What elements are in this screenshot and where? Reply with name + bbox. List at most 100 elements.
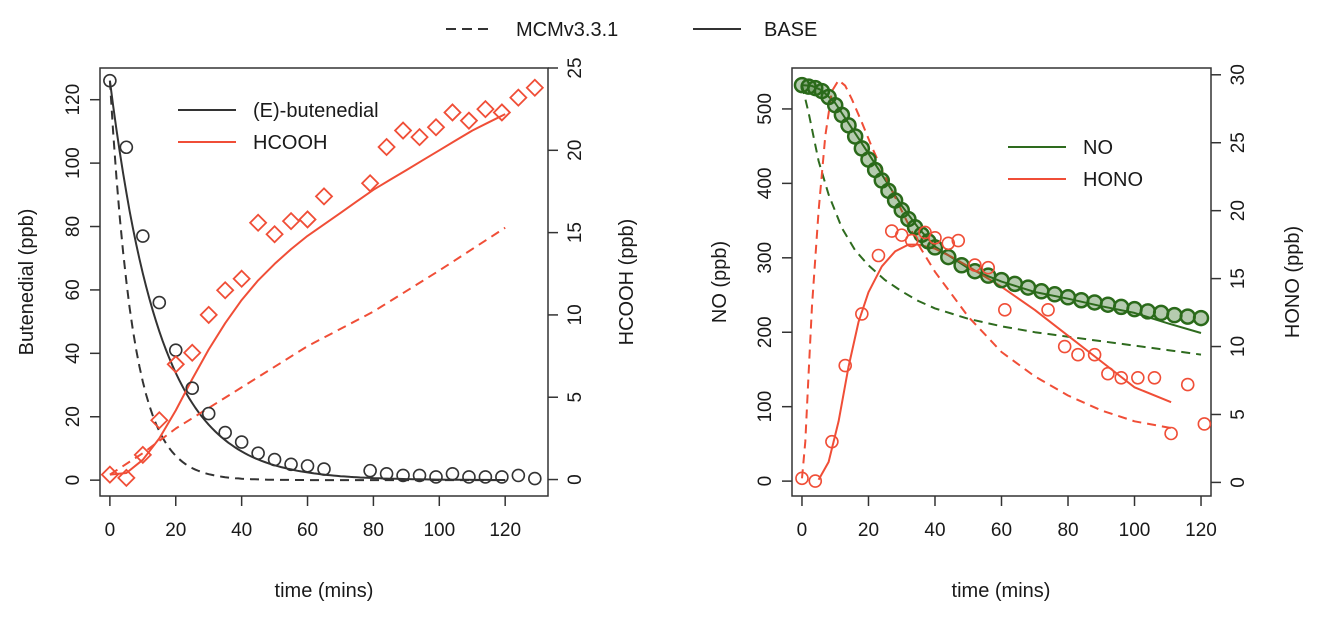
left-x-tick-label: 20 <box>165 520 186 541</box>
right-y-axis-title: NO (ppb) <box>709 241 731 323</box>
right-hono-point <box>1057 339 1072 354</box>
left-e-butenedial-point <box>284 457 298 472</box>
left-hcooh-point <box>443 103 462 122</box>
right-no-point <box>953 257 970 274</box>
left-x-tick-label: 120 <box>489 520 521 541</box>
left-hcooh-point <box>248 213 268 233</box>
left-hcooh-point <box>410 127 429 147</box>
left-e-butenedial-point <box>185 381 200 396</box>
right-x-tick-label: 120 <box>1185 520 1217 541</box>
right-hono-point <box>998 303 1012 317</box>
right-x-tick-label: 20 <box>858 520 879 541</box>
left-e-butenedial-point <box>103 73 117 88</box>
right-y2-tick-label: 15 <box>1228 268 1249 289</box>
left-e-butenedial-point <box>396 468 410 483</box>
right-hono-point <box>1147 370 1162 385</box>
right-no-point <box>1033 283 1050 300</box>
left-e-butenedial-point <box>511 468 526 483</box>
right-y-tick-label: 300 <box>755 242 776 274</box>
left-hcooh-point <box>476 99 495 119</box>
right-hono-point <box>1114 370 1129 385</box>
left-y2-ticks: 0 5 10 15 20 25 <box>548 57 586 485</box>
left-hcooh-point <box>117 468 136 488</box>
left-e-butenedial-point <box>412 468 427 483</box>
right-hono-point <box>795 471 809 486</box>
left-e-butenedial-point <box>445 467 460 481</box>
right-no-point <box>1126 300 1143 318</box>
left-e-butenedial-point <box>300 459 315 473</box>
left-y-tick-label: 100 <box>63 147 84 179</box>
left-hcooh-point <box>525 78 545 98</box>
left-hcooh-point <box>199 305 218 325</box>
right-chart: 0 20 40 60 80 100 120 0 100 200 300 400 500 0 5 10 15 2… <box>709 64 1304 602</box>
left-hcooh-point <box>281 211 301 231</box>
left-e-butenedial-point <box>201 406 216 421</box>
left-e-butenedial-point <box>152 295 167 310</box>
right-y-tick-label: 0 <box>755 476 776 487</box>
right-hono-point <box>871 248 886 263</box>
left-e-butenedial-point <box>363 463 377 478</box>
right-y2-tick-label: 5 <box>1228 409 1249 420</box>
right-y2-tick-label: 0 <box>1228 477 1249 488</box>
left-hcooh-point <box>166 355 186 374</box>
left-e-butenedial-point <box>119 140 134 155</box>
left-e-butenedial-point <box>218 425 232 440</box>
right-x-tick-label: 80 <box>1057 520 1078 541</box>
right-hono-point <box>1101 366 1115 381</box>
right-hono-point <box>1087 347 1102 362</box>
right-hono-point <box>1071 347 1085 362</box>
left-hcooh-point <box>182 343 202 363</box>
left-y-tick-label: 120 <box>63 84 84 116</box>
right-y-tick-label: 200 <box>755 316 776 348</box>
right-no-point <box>1192 309 1210 327</box>
right-no-point <box>1166 306 1183 324</box>
left-y-axis-title: Butenedial (ppb) <box>16 209 38 356</box>
left-hcooh-point <box>150 411 169 430</box>
right-no-point <box>1073 291 1090 309</box>
left-e-butenedial-point <box>495 470 509 484</box>
left-y-tick-label: 20 <box>63 406 84 427</box>
right-hono-point <box>1180 377 1195 392</box>
figure-legend: MCMv3.3.1 BASE <box>446 19 817 41</box>
left-hcooh-point <box>298 210 317 229</box>
right-no-point <box>1152 304 1170 322</box>
left-hcooh-point <box>314 187 334 206</box>
left-y2-tick-label: 25 <box>565 57 586 78</box>
left-legend: (E)-butenedial HCOOH <box>178 100 379 154</box>
left-hcooh-point <box>393 121 413 140</box>
right-hono-point <box>981 260 995 275</box>
right-legend-no-label: NO <box>1083 137 1113 159</box>
right-no-point <box>1112 298 1130 316</box>
right-no-point <box>993 271 1010 289</box>
left-x-tick-label: 60 <box>297 520 318 541</box>
left-hcooh-point <box>133 445 153 465</box>
left-x-tick-label: 40 <box>231 520 252 541</box>
right-no-point <box>1019 279 1037 296</box>
right-no-point <box>1086 294 1103 311</box>
right-hono-point <box>1041 303 1055 317</box>
left-plot-frame <box>99 67 549 497</box>
left-hcooh-base-line <box>109 113 506 476</box>
left-y2-tick-label: 20 <box>565 140 586 161</box>
left-hcooh-point <box>265 224 284 244</box>
left-hcooh-point <box>360 173 380 193</box>
right-no-point <box>1059 289 1077 306</box>
right-hono-point <box>855 307 869 321</box>
right-hono-point <box>1164 426 1178 441</box>
left-legend-hcooh-label: HCOOH <box>253 132 327 154</box>
right-hono-point <box>904 233 919 248</box>
right-no-point <box>926 239 944 256</box>
right-hono-point <box>1197 417 1212 431</box>
right-x-tick-label: 60 <box>991 520 1012 541</box>
right-y2-tick-label: 20 <box>1228 200 1249 221</box>
legend-mcm-label: MCMv3.3.1 <box>516 19 618 41</box>
right-hono-point <box>951 233 966 248</box>
left-x-tick-label: 100 <box>423 520 455 541</box>
right-y-tick-label: 500 <box>755 93 776 125</box>
left-x-tick-label: 0 <box>105 520 116 541</box>
left-e-butenedial-point <box>234 435 249 449</box>
right-no-point <box>1046 286 1063 303</box>
left-legend-butenedial-label: (E)-butenedial <box>253 100 379 122</box>
right-hono-point <box>968 258 982 272</box>
